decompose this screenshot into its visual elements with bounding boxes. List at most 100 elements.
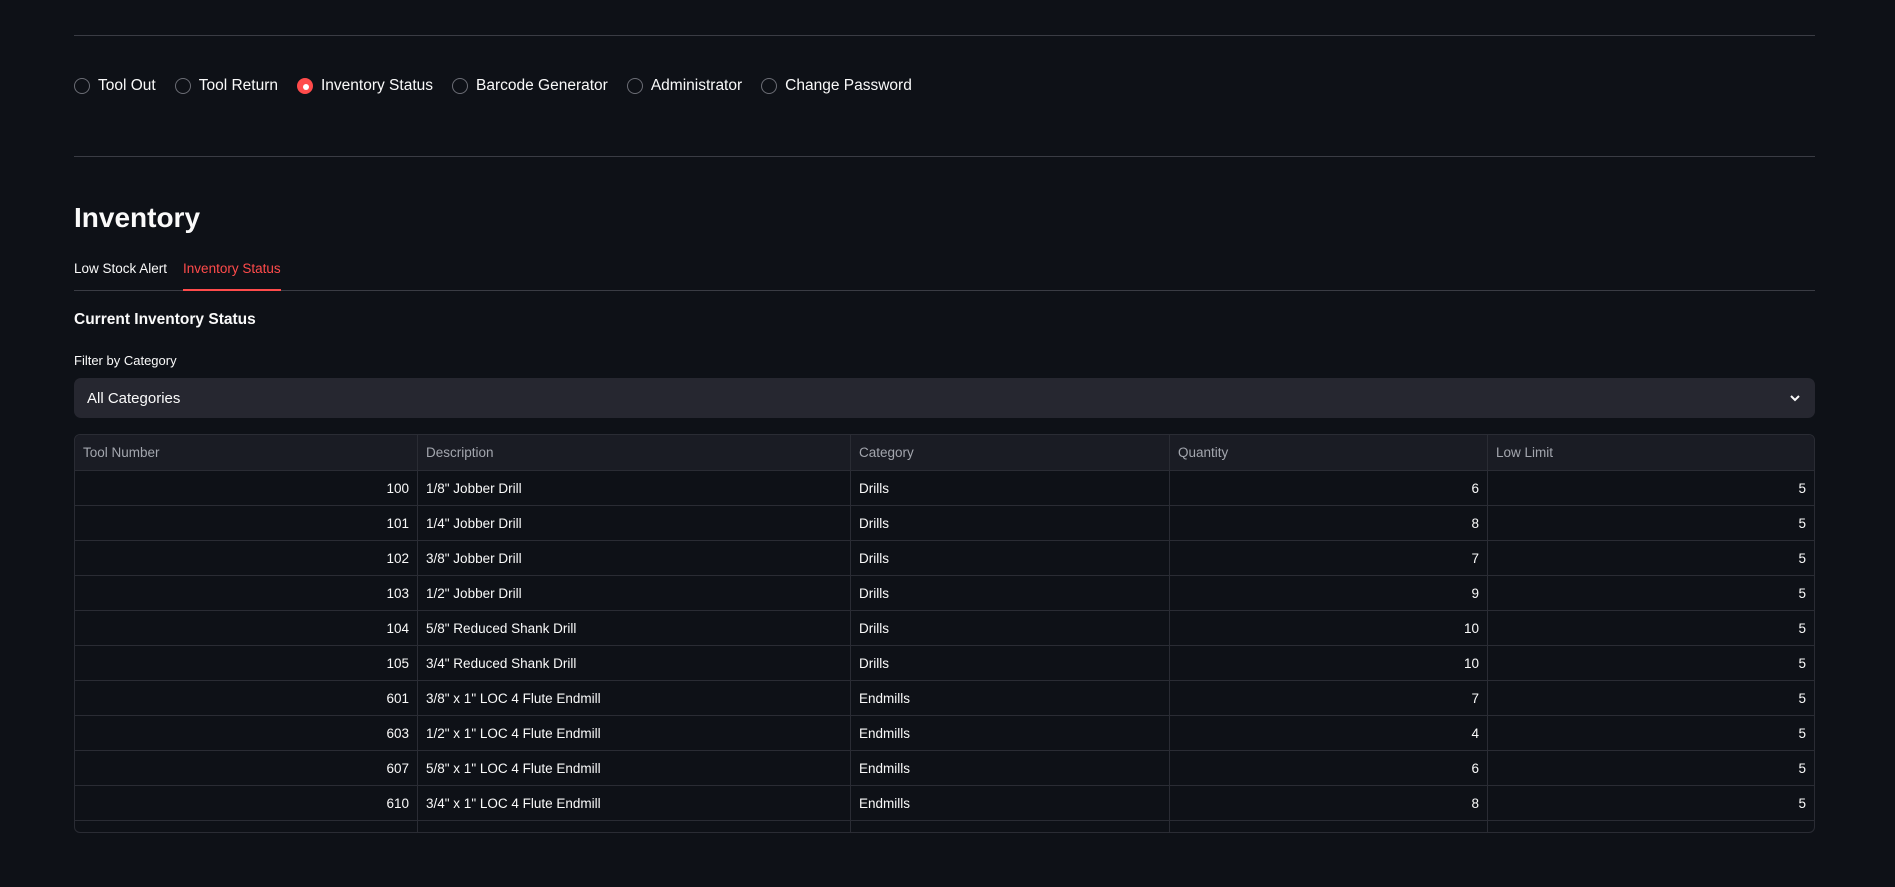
table-row[interactable]: 102 3/8" Jobber Drill Drills 7 5: [75, 541, 1814, 576]
chevron-down-icon: [1790, 395, 1800, 402]
table-cell: [851, 821, 1170, 832]
table-row[interactable]: 100 1/8" Jobber Drill Drills 6 5: [75, 471, 1814, 506]
table-row[interactable]: 103 1/2" Jobber Drill Drills 9 5: [75, 576, 1814, 611]
table-cell[interactable]: Drills: [851, 471, 1170, 505]
column-header[interactable]: Category: [851, 435, 1170, 470]
radio-label: Administrator: [650, 77, 743, 94]
table-cell[interactable]: 610: [75, 786, 418, 820]
radio-label: Inventory Status: [321, 77, 434, 94]
radio-circle-icon: [74, 78, 90, 94]
table-cell[interactable]: Endmills: [851, 786, 1170, 820]
table-cell[interactable]: Drills: [851, 611, 1170, 645]
table-cell[interactable]: 5/8" Reduced Shank Drill: [418, 611, 851, 645]
table-cell[interactable]: Drills: [851, 576, 1170, 610]
table-cell[interactable]: 603: [75, 716, 418, 750]
table-cell[interactable]: 3/8" Jobber Drill: [418, 541, 851, 575]
table-cell[interactable]: 10: [1170, 611, 1488, 645]
table-cell[interactable]: 5: [1798, 620, 1806, 636]
radio-inventory-status[interactable]: Inventory Status: [297, 77, 433, 95]
radio-label: Tool Out: [98, 77, 156, 94]
table-cell[interactable]: 6: [1170, 471, 1488, 505]
table-cell[interactable]: 5: [1798, 655, 1806, 671]
table-cell[interactable]: 10: [1170, 646, 1488, 680]
column-header[interactable]: Tool Number: [75, 435, 418, 470]
table-cell[interactable]: 104: [75, 611, 418, 645]
table-cell[interactable]: 3/8" x 1" LOC 4 Flute Endmill: [418, 681, 851, 715]
tab-inventory-status[interactable]: Inventory Status: [183, 258, 281, 291]
radio-label: Tool Return: [198, 77, 278, 94]
table-cell[interactable]: 5: [1798, 725, 1806, 741]
table-cell[interactable]: 5: [1798, 515, 1806, 531]
table-cell[interactable]: 102: [75, 541, 418, 575]
category-filter-select[interactable]: All Categories: [74, 378, 1815, 418]
table-cell[interactable]: 607: [75, 751, 418, 785]
radio-circle-icon: [452, 78, 469, 94]
column-header[interactable]: Low Limit: [1496, 445, 1554, 460]
divider: [74, 35, 1815, 36]
table-cell: [418, 821, 851, 832]
radio-circle-icon: [297, 78, 313, 94]
table-cell[interactable]: 5/8" x 1" LOC 4 Flute Endmill: [418, 751, 851, 785]
table-cell[interactable]: 1/2" Jobber Drill: [418, 576, 851, 610]
radio-circle-icon: [626, 78, 643, 94]
table-row[interactable]: 104 5/8" Reduced Shank Drill Drills 10 5: [75, 611, 1814, 646]
table-cell[interactable]: Endmills: [851, 716, 1170, 750]
table-row[interactable]: 101 1/4" Jobber Drill Drills 8 5: [75, 506, 1814, 541]
table-cell[interactable]: 5: [1798, 550, 1806, 566]
table-cell[interactable]: 7: [1170, 541, 1488, 575]
table-cell[interactable]: 101: [75, 506, 418, 540]
table-cell[interactable]: Endmills: [851, 751, 1170, 785]
table-cell[interactable]: 1/8" Jobber Drill: [418, 471, 851, 505]
navigation-radio-group: Tool Out Tool Return Inventory Status Barco…: [74, 77, 931, 95]
table-cell[interactable]: 1/4" Jobber Drill: [418, 506, 851, 540]
table-cell[interactable]: 3/4" x 1" LOC 4 Flute Endmill: [418, 786, 851, 820]
radio-tool-out[interactable]: Tool Out: [74, 77, 156, 95]
table-cell[interactable]: 1/2" x 1" LOC 4 Flute Endmill: [418, 716, 851, 750]
table-cell[interactable]: Drills: [851, 541, 1170, 575]
table-row[interactable]: 105 3/4" Reduced Shank Drill Drills 10 5: [75, 646, 1814, 681]
table-row[interactable]: 601 3/8" x 1" LOC 4 Flute Endmill Endmills…: [75, 681, 1814, 716]
table-cell[interactable]: 3/4" Reduced Shank Drill: [418, 646, 851, 680]
section-title: Current Inventory Status: [74, 311, 256, 328]
radio-change-password[interactable]: Change Password: [761, 77, 912, 95]
table-cell[interactable]: 5: [1798, 690, 1806, 706]
radio-circle-icon: [174, 78, 191, 94]
radio-tool-return[interactable]: Tool Return: [174, 77, 278, 95]
table-cell: [1170, 821, 1488, 832]
divider: [74, 156, 1815, 157]
table-cell[interactable]: Endmills: [851, 681, 1170, 715]
table-cell[interactable]: 5: [1798, 760, 1806, 776]
column-header[interactable]: Description: [418, 435, 851, 470]
table-row[interactable]: 610 3/4" x 1" LOC 4 Flute Endmill Endmills…: [75, 786, 1814, 821]
radio-barcode-generator[interactable]: Barcode Generator: [452, 77, 608, 95]
table-row[interactable]: 607 5/8" x 1" LOC 4 Flute Endmill Endmills…: [75, 751, 1814, 786]
radio-circle-icon: [761, 78, 778, 94]
table-cell[interactable]: Drills: [851, 506, 1170, 540]
filter-label: Filter by Category: [74, 353, 177, 368]
tab-low-stock-alert[interactable]: Low Stock Alert: [74, 261, 168, 276]
inventory-table[interactable]: Tool Number Description Category Quantity Lo…: [74, 434, 1815, 833]
table-cell[interactable]: Drills: [851, 646, 1170, 680]
table-cell[interactable]: 5: [1798, 795, 1806, 811]
table-row[interactable]: 603 1/2" x 1" LOC 4 Flute Endmill Endmills…: [75, 716, 1814, 751]
table-cell[interactable]: 105: [75, 646, 418, 680]
table-cell[interactable]: 100: [75, 471, 418, 505]
table-cell[interactable]: 9: [1170, 576, 1488, 610]
column-header[interactable]: Quantity: [1170, 435, 1488, 470]
table-row-partial: [75, 821, 1814, 832]
table-cell[interactable]: 6: [1170, 751, 1488, 785]
select-value: All Categories: [87, 389, 181, 407]
table-cell[interactable]: 5: [1798, 480, 1806, 496]
table-cell[interactable]: 601: [75, 681, 418, 715]
table-cell: [75, 821, 418, 832]
table-cell[interactable]: 8: [1170, 506, 1488, 540]
table-cell: [1488, 821, 1814, 832]
table-cell[interactable]: 4: [1170, 716, 1488, 750]
table-cell[interactable]: 8: [1170, 786, 1488, 820]
table-cell[interactable]: 7: [1170, 681, 1488, 715]
table-cell[interactable]: 103: [75, 576, 418, 610]
radio-administrator[interactable]: Administrator: [626, 77, 743, 95]
table-cell[interactable]: 5: [1798, 585, 1806, 601]
tab-bar: Low Stock Alert Inventory Status: [74, 258, 1815, 291]
page-title: Inventory: [74, 202, 201, 233]
